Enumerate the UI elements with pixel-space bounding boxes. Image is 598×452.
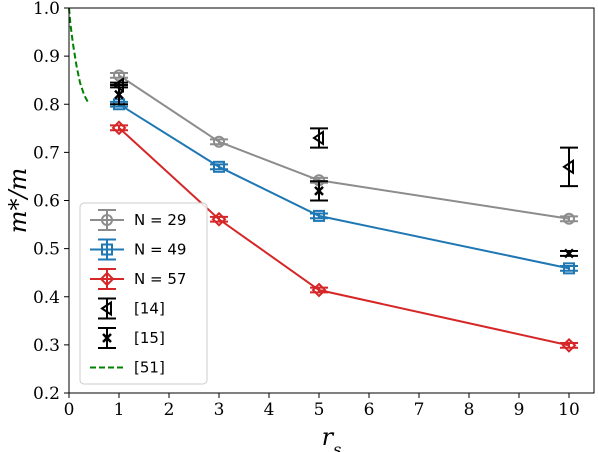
legend: N = 29 N = 49 N = 57 [14] [15] [51] xyxy=(79,202,208,385)
error-bar xyxy=(110,124,128,132)
series-5 xyxy=(68,7,90,105)
x-tick-label: 6 xyxy=(364,400,375,420)
data-point xyxy=(561,337,577,353)
error-bar xyxy=(310,212,328,220)
legend-marker xyxy=(100,300,112,317)
data-point xyxy=(213,160,225,173)
y-tick-label: 0.6 xyxy=(33,192,60,212)
legend-error-bar xyxy=(98,209,116,231)
x-axis-label-subscript: s xyxy=(333,440,341,452)
plot-frame xyxy=(68,7,595,394)
data-point xyxy=(562,158,574,175)
x-tick-label: 8 xyxy=(464,400,475,420)
series-1 xyxy=(110,98,578,275)
x-tick-label: 9 xyxy=(514,400,525,420)
legend-label: [15] xyxy=(134,329,165,347)
y-tick-label: 0.4 xyxy=(33,288,60,308)
y-tick-label: 0.8 xyxy=(33,95,60,115)
series-layer xyxy=(68,7,578,353)
data-point xyxy=(563,262,575,275)
x-axis-label-main: r xyxy=(322,423,335,451)
series-line xyxy=(118,74,570,220)
error-bar xyxy=(560,215,578,223)
y-tick-label: 0.7 xyxy=(33,143,60,163)
x-axis-label: rs xyxy=(322,423,342,452)
x-tick-label: 1 xyxy=(114,400,125,420)
series-0 xyxy=(110,69,578,225)
legend-entry: N = 57 xyxy=(90,268,186,290)
error-bar xyxy=(560,341,578,349)
series-2 xyxy=(110,120,578,353)
data-point xyxy=(313,209,325,222)
legend-marker xyxy=(99,271,115,287)
legend-entry: N = 49 xyxy=(90,238,186,261)
series-line xyxy=(68,7,90,105)
data-point xyxy=(113,69,125,82)
legend-error-bar xyxy=(98,297,116,320)
data-point xyxy=(211,211,227,227)
series-line xyxy=(118,127,570,347)
legend-label: [51] xyxy=(134,359,165,377)
legend-entry: N = 29 xyxy=(90,209,186,231)
error-bar xyxy=(210,215,228,223)
y-tick-label: 0.3 xyxy=(33,336,60,356)
x-tick-label: 2 xyxy=(164,400,175,420)
legend-entry: [15] xyxy=(98,327,165,349)
legend-entry: [14] xyxy=(98,297,165,320)
legend-marker xyxy=(102,333,112,343)
error-bar xyxy=(310,286,328,294)
series-line xyxy=(118,103,570,270)
legend-label: N = 57 xyxy=(134,270,186,288)
x-tick-label: 3 xyxy=(214,400,225,420)
legend-error-bar xyxy=(98,238,116,261)
data-point xyxy=(311,282,327,298)
y-tick-label: 0.2 xyxy=(33,384,60,404)
legend-label: N = 29 xyxy=(134,211,186,229)
data-point xyxy=(114,89,124,100)
data-point xyxy=(213,135,225,148)
series-3 xyxy=(110,77,578,188)
series-4 xyxy=(110,84,578,259)
legend-label: [14] xyxy=(134,300,165,318)
data-point xyxy=(314,185,324,196)
data-point xyxy=(564,248,574,259)
error-bar xyxy=(210,163,228,171)
error-bar xyxy=(310,127,328,149)
x-tick-label: 5 xyxy=(314,400,325,420)
error-bar xyxy=(110,71,128,79)
data-point xyxy=(563,212,575,225)
x-tick-label: 4 xyxy=(264,400,275,420)
legend-label: N = 49 xyxy=(134,241,186,259)
axis-ticks: 0 1 2 3 4 5 6 7 8 9 10 0.2 0.3 0.4 0.5 0.6 0.7 0.8 0.9 1.0 xyxy=(33,0,580,420)
x-tick-label: 10 xyxy=(558,400,580,420)
legend-marker xyxy=(101,243,113,256)
error-bar xyxy=(560,264,578,272)
y-tick-label: 0.5 xyxy=(33,240,60,260)
x-tick-label: 0 xyxy=(64,400,75,420)
x-tick-label: 7 xyxy=(414,400,425,420)
error-bar xyxy=(210,138,228,146)
y-axis-label: m*/m xyxy=(4,168,32,234)
y-tick-label: 1.0 xyxy=(33,0,60,19)
data-point xyxy=(312,130,324,146)
error-bar xyxy=(560,146,578,188)
y-tick-label: 0.9 xyxy=(33,47,60,67)
legend-marker xyxy=(101,214,113,226)
data-point xyxy=(111,120,127,136)
legend-entry: [51] xyxy=(90,359,165,377)
